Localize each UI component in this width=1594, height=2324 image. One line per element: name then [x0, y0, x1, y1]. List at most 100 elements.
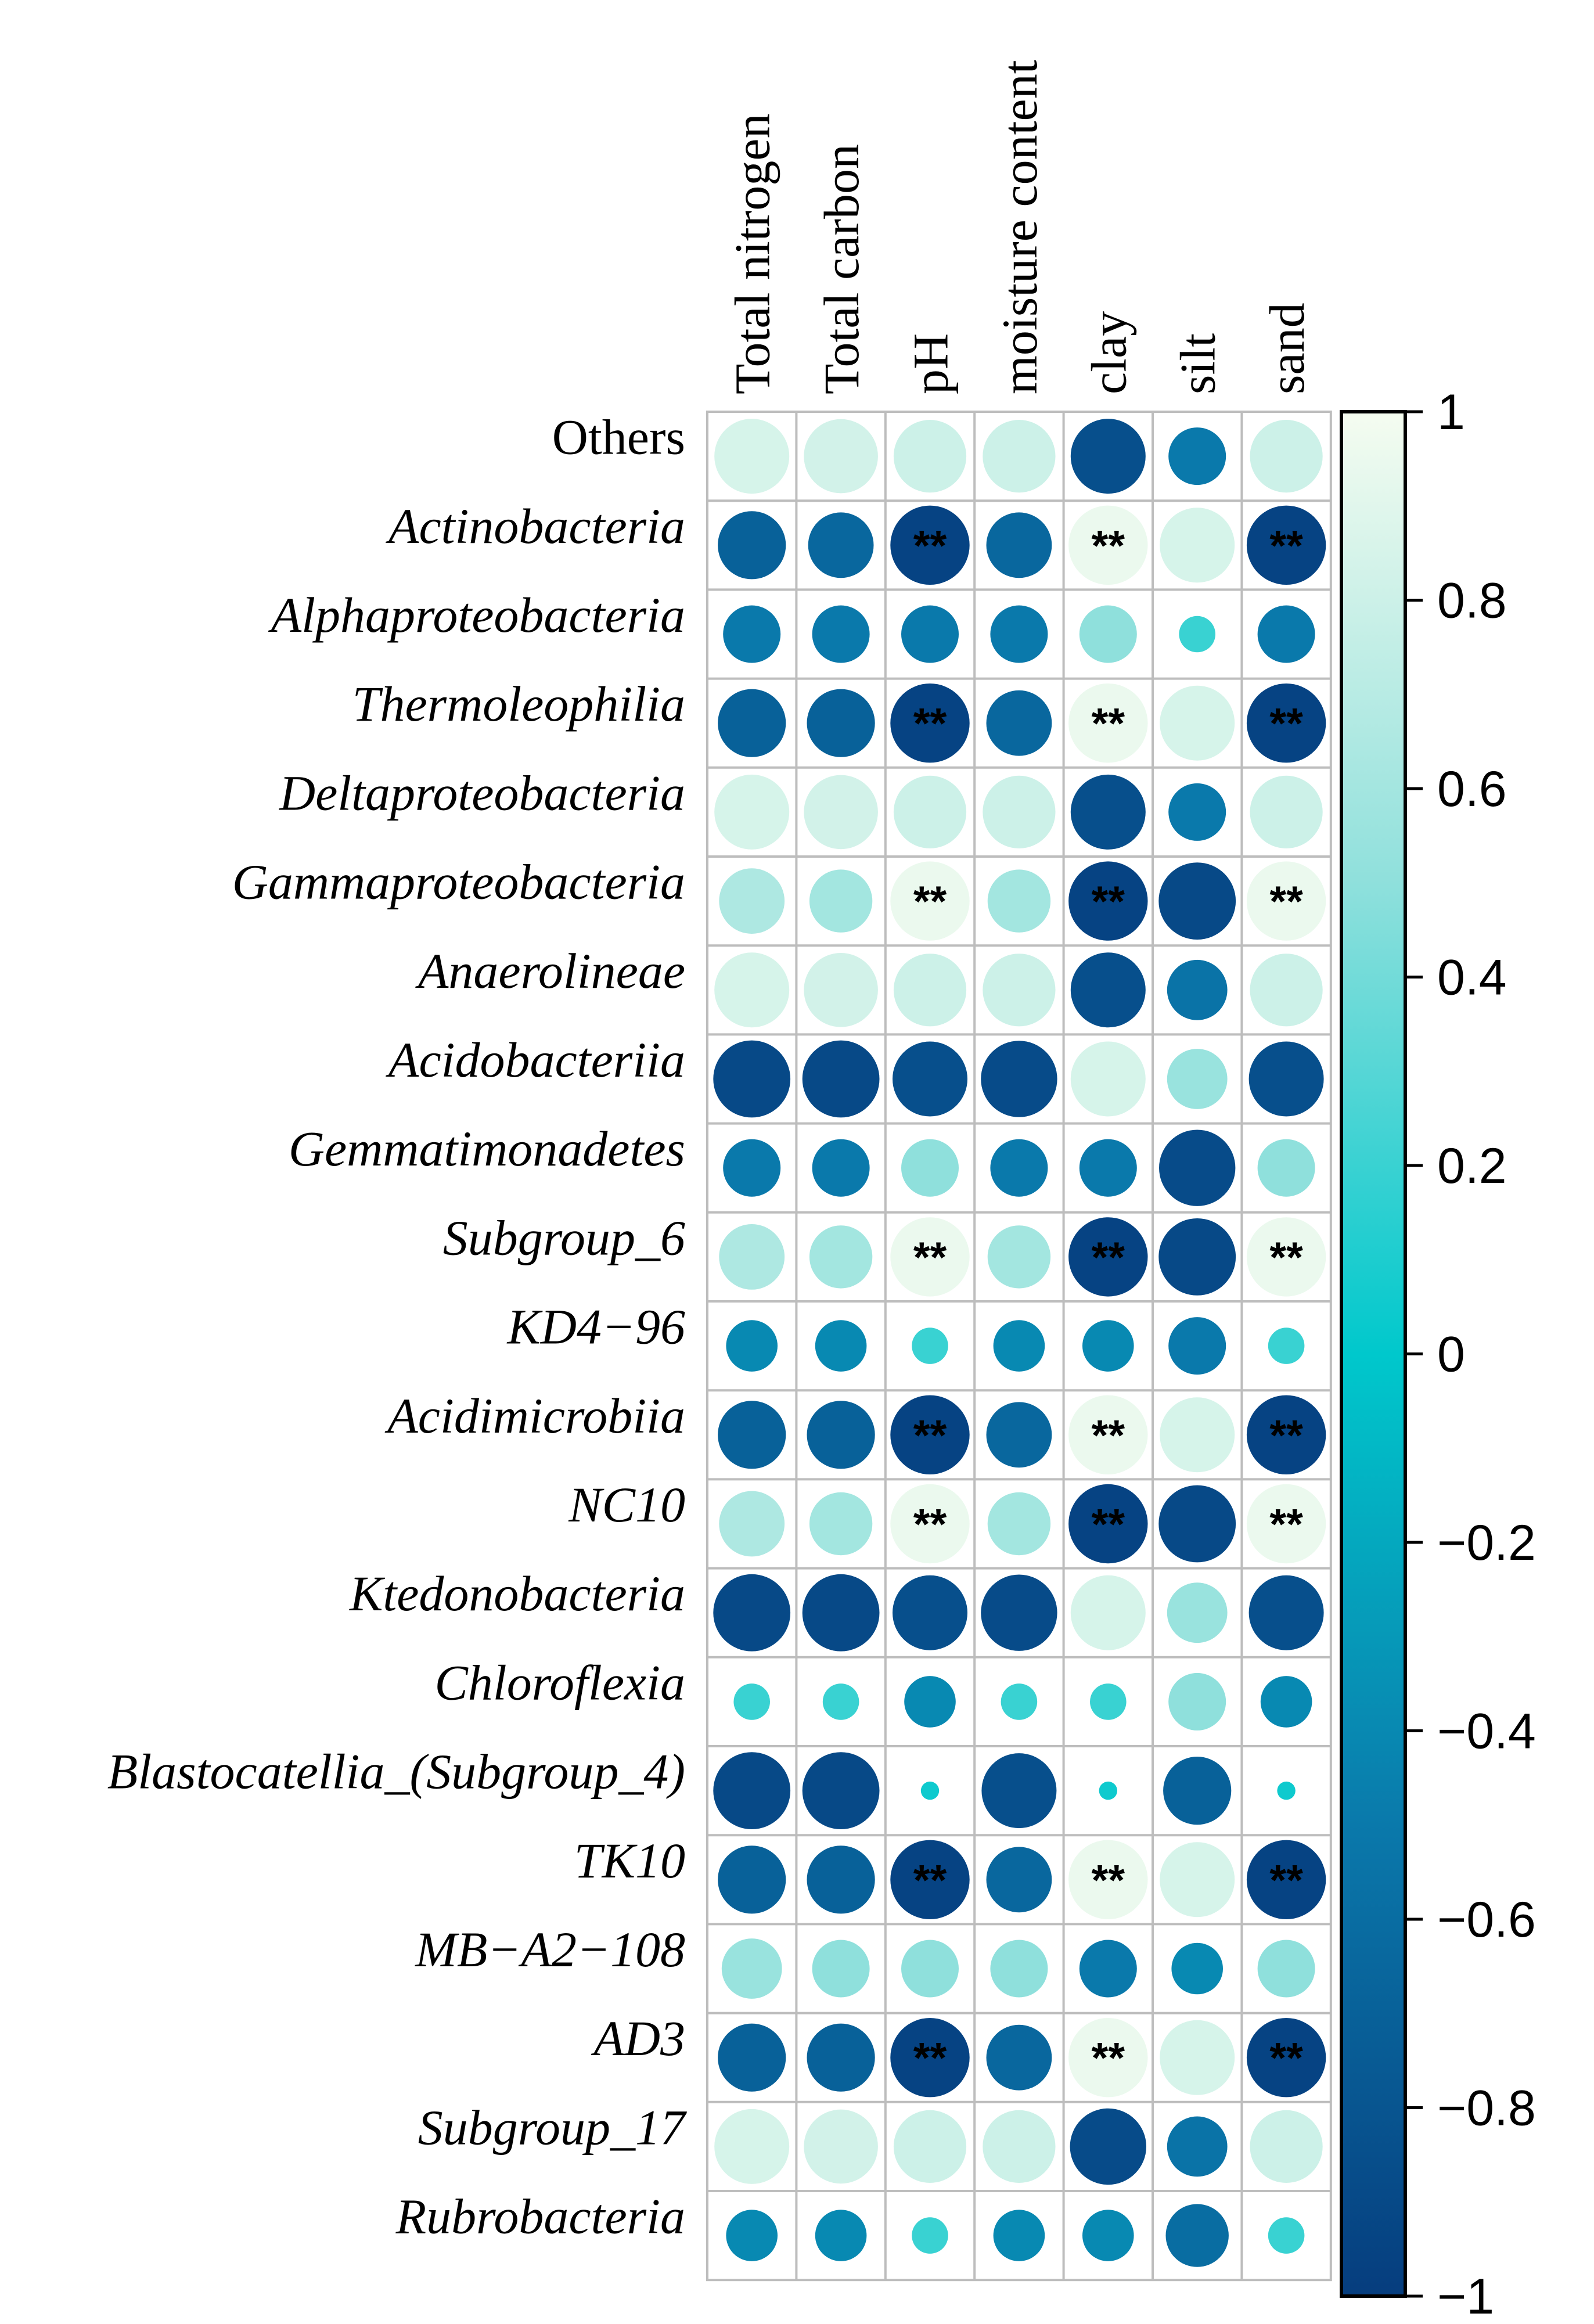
row-labels: Others Actinobacteria Alphaproteobacteria T…	[107, 409, 687, 2244]
correlation-circle	[901, 1139, 959, 1197]
correlation-circle	[987, 1225, 1051, 1289]
correlation-circle	[986, 2024, 1052, 2091]
correlation-circle	[1168, 1317, 1226, 1375]
colorbar-tick-label: −0.8	[1437, 2081, 1536, 2136]
significance-marker: **	[1091, 877, 1125, 926]
correlation-circle	[1068, 505, 1148, 585]
correlation-circle	[893, 2110, 967, 2183]
correlation-circle	[890, 1484, 970, 1564]
significance-layer: ** ** ** ** ** ** ** ** ** ** ** ** ** ** ** ** ** ** ** **…	[913, 521, 1303, 2082]
row-label: Subgroup_6	[443, 1210, 685, 1265]
correlation-circle	[1257, 605, 1315, 663]
correlation-circle	[1160, 508, 1235, 583]
correlation-circle	[987, 1492, 1051, 1556]
correlation-circle	[1250, 954, 1323, 1027]
correlation-circle	[1001, 1683, 1038, 1720]
correlation-circle	[802, 1752, 880, 1830]
correlation-circle	[1070, 774, 1146, 850]
row-label: Rubrobacteria	[395, 2189, 685, 2244]
correlation-circle	[804, 775, 878, 850]
correlation-circle	[807, 689, 875, 757]
correlation-circle	[1167, 1049, 1228, 1109]
correlation-circle	[981, 1574, 1057, 1651]
correlation-circle	[1090, 1683, 1127, 1720]
correlation-circle	[723, 1139, 781, 1197]
correlation-circle	[1159, 1129, 1236, 1206]
correlation-circle	[912, 2217, 948, 2254]
significance-marker: **	[1091, 1233, 1125, 1281]
correlation-circle	[890, 1395, 970, 1474]
correlation-circle	[1070, 2108, 1147, 2185]
correlation-circle	[1171, 1942, 1223, 1995]
correlation-circle	[986, 512, 1052, 578]
significance-marker: **	[913, 1233, 947, 1281]
correlation-circle	[713, 1752, 791, 1830]
correlation-circle	[986, 690, 1052, 756]
correlation-circle	[1165, 2204, 1229, 2267]
colorbar-tick-label: 1	[1437, 384, 1465, 440]
correlation-circle	[718, 689, 786, 757]
row-label: Blastocatellia_(Subgroup_4)	[107, 1744, 685, 1800]
correlation-circle	[1163, 1757, 1232, 1825]
row-label: Acidobacteriia	[386, 1032, 685, 1088]
correlation-circle	[802, 1040, 880, 1118]
significance-marker: **	[1091, 1500, 1125, 1548]
correlation-circle	[1246, 1840, 1326, 1919]
colorbar-tick-label: 0.4	[1437, 950, 1507, 1006]
correlation-circle	[981, 1041, 1057, 1117]
correlation-circle	[1167, 2116, 1228, 2177]
row-label: Gammaproteobacteria	[232, 854, 685, 910]
colorbar: 1 0.8 0.6 0.4 0.2 0 −0.2 −0.4 −0.6 −0.8 −1	[1340, 384, 1536, 2324]
correlation-circle	[1246, 1484, 1326, 1564]
significance-marker: **	[913, 699, 947, 747]
correlation-circle	[812, 1940, 870, 1998]
row-label: Actinobacteria	[386, 498, 685, 554]
row-label: MB−A2−108	[414, 1922, 685, 1977]
significance-marker: **	[1091, 2034, 1125, 2082]
correlation-circle	[890, 1217, 970, 1297]
correlation-circle	[1160, 1842, 1235, 1918]
correlation-circle	[719, 1491, 785, 1557]
row-label: Deltaproteobacteria	[279, 765, 685, 821]
colorbar-tick-label: −0.4	[1437, 1704, 1536, 1760]
correlation-circle	[1079, 1139, 1137, 1197]
correlation-circle	[1268, 1328, 1305, 1364]
correlation-circle	[890, 683, 970, 763]
correlation-circle	[1246, 861, 1326, 941]
correlation-circle	[1070, 1575, 1146, 1650]
correlation-circle	[1158, 1485, 1236, 1563]
correlation-circle	[718, 1401, 786, 1469]
significance-marker: **	[1269, 877, 1303, 926]
correlation-circle	[1246, 1395, 1326, 1474]
significance-marker: **	[1269, 699, 1303, 747]
correlation-circle	[809, 1492, 873, 1556]
correlation-circle	[1160, 1397, 1235, 1473]
row-label: Thermoleophilia	[352, 676, 685, 732]
significance-marker: **	[913, 1411, 947, 1459]
correlation-circle	[893, 775, 967, 848]
correlation-circle	[986, 1402, 1052, 1468]
correlation-circle	[893, 420, 967, 493]
correlation-circle	[1068, 1395, 1148, 1474]
correlation-circle	[1158, 1218, 1236, 1296]
correlation-circle	[723, 605, 781, 663]
row-label: NC10	[568, 1477, 685, 1532]
correlation-circle	[802, 1574, 880, 1652]
colorbar-tick-label: −0.6	[1437, 1892, 1536, 1948]
correlation-circle	[1099, 1781, 1118, 1800]
correlation-circle	[713, 1040, 791, 1118]
significance-marker: **	[913, 521, 947, 570]
circle-layer	[713, 419, 1326, 2267]
correlation-circle	[986, 1847, 1052, 1913]
column-label: silt	[1170, 333, 1226, 394]
correlation-circle	[1168, 783, 1226, 841]
correlation-circle	[920, 1781, 940, 1800]
correlation-circle	[890, 505, 970, 585]
row-label: Gemmatimonadetes	[289, 1121, 685, 1177]
row-label: Chloroflexia	[434, 1654, 685, 1710]
significance-marker: **	[1269, 521, 1303, 570]
correlation-circle	[1250, 420, 1323, 493]
correlation-circle	[1257, 1139, 1315, 1197]
correlation-circle	[983, 954, 1056, 1027]
correlation-circle	[1246, 2018, 1326, 2098]
